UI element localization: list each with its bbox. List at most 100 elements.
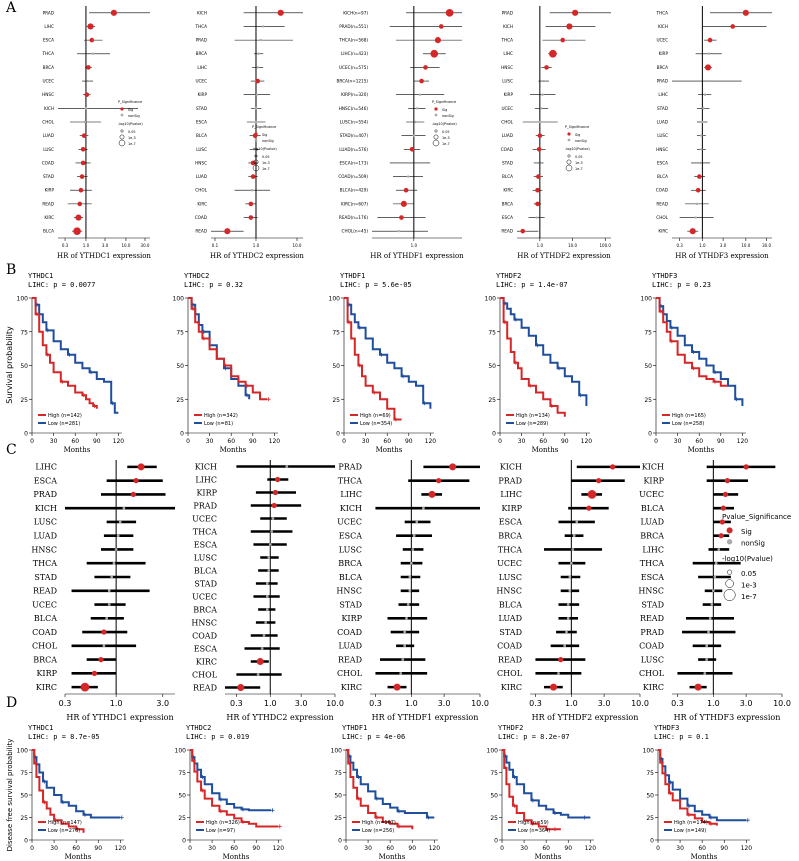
forest-hr-point bbox=[565, 630, 568, 634]
forest-hr-point bbox=[535, 187, 540, 193]
forest-row-label: STAD bbox=[43, 174, 54, 179]
forest-row-label: UCEC bbox=[639, 490, 664, 499]
forest-row-label: BRCA bbox=[502, 201, 513, 206]
km-high-censor-mark bbox=[92, 404, 97, 408]
forest-hr-point bbox=[571, 548, 575, 551]
km-high-censor-mark bbox=[374, 815, 379, 820]
km-high-censor-mark bbox=[686, 812, 691, 817]
forest-row-label: STAD bbox=[339, 600, 362, 609]
km-low-censor-mark bbox=[426, 815, 431, 820]
km-x-tick-label: 90 bbox=[94, 845, 102, 852]
forest-x-tick-label: 0.1 bbox=[212, 243, 219, 248]
km-high-curve bbox=[346, 749, 414, 830]
km-x-tick-label: 0 bbox=[186, 438, 190, 445]
forest-row-label: THCA bbox=[498, 545, 522, 554]
km-x-tick-label: 120 bbox=[269, 438, 281, 445]
forest-hr-point bbox=[83, 120, 87, 124]
km-legend-low-label: Low (n=256) bbox=[362, 828, 394, 834]
km-low-censor-mark bbox=[396, 809, 401, 814]
km-high-censor-mark bbox=[266, 397, 271, 402]
km-low-censor-mark bbox=[582, 815, 587, 820]
forest-hr-point bbox=[271, 502, 277, 509]
km-x-axis-label: Months bbox=[688, 446, 715, 454]
km-low-censor-mark bbox=[191, 755, 196, 760]
forest-hr-point bbox=[422, 506, 425, 510]
forest-row-label: THCA bbox=[501, 38, 514, 43]
legend-sig-dot bbox=[567, 132, 571, 136]
km-x-tick-label: 30 bbox=[50, 845, 58, 852]
forest-x-tick-label: 1.0 bbox=[537, 243, 544, 248]
forest-x-tick-label: 10.0 bbox=[568, 243, 577, 248]
km-legend-low-label: Low (n=149) bbox=[674, 828, 706, 834]
forest-x-axis-label: HR of YTHDF2 expression bbox=[532, 713, 639, 722]
km-high-censor-mark bbox=[81, 393, 86, 398]
forest-row-label: STAD bbox=[502, 160, 513, 165]
legend-size-label: 1e-7 bbox=[741, 593, 757, 601]
forest-row-label: ESCA bbox=[34, 476, 57, 485]
forest-row-label: THCA bbox=[195, 24, 208, 29]
forest-row-label: LUAD(n=576) bbox=[339, 147, 368, 152]
km-high-curve bbox=[502, 749, 561, 831]
forest-x-tick-label: 3.0 bbox=[438, 699, 451, 708]
km-high-curve bbox=[32, 749, 85, 833]
km-gene-title: YTHDC1 bbox=[28, 272, 53, 280]
forest-hr-point bbox=[557, 671, 560, 675]
forest-hr-point bbox=[566, 603, 570, 606]
km-x-tick-label: 0 bbox=[30, 438, 34, 445]
forest-row-label: BRCA bbox=[657, 65, 668, 70]
km-p-value: LIHC: p = 8.2e-07 bbox=[498, 733, 570, 741]
forest-row-label: READ bbox=[193, 683, 217, 692]
forest-x-tick-label: 3.0 bbox=[295, 699, 308, 708]
forest-row-label: COAD bbox=[501, 147, 513, 152]
forest-row-label: KICH bbox=[642, 463, 664, 472]
forest-row-label: UCEC bbox=[497, 559, 522, 568]
forest-x-tick-label: 3.0 bbox=[598, 699, 611, 708]
forest-x-tick-label: 3.0 bbox=[720, 243, 727, 248]
forest-row-label: THCA bbox=[42, 51, 55, 56]
km-high-censor-mark bbox=[240, 820, 245, 824]
km-high-censor-mark bbox=[347, 761, 352, 766]
forest-hr-point bbox=[406, 175, 410, 178]
km-legend-high-label: High (n=165) bbox=[672, 413, 706, 419]
forest-hr-point bbox=[438, 24, 444, 29]
forest-row-label: HNSC bbox=[195, 160, 207, 165]
km-x-tick-label: 30 bbox=[364, 845, 372, 852]
forest-hr-point bbox=[256, 658, 264, 665]
forest-hr-point bbox=[409, 561, 413, 565]
km-high-censor-mark bbox=[669, 339, 674, 344]
forest-hr-point bbox=[550, 683, 558, 691]
legend-nonsig-label: nonSig bbox=[741, 540, 765, 548]
km-x-tick-label: 0 bbox=[30, 845, 34, 852]
forest-hr-point bbox=[708, 616, 712, 620]
km-high-censor-mark bbox=[245, 383, 250, 388]
km-gene-title: YTHDC1 bbox=[28, 724, 53, 732]
km-gene-title: YTHDF2 bbox=[498, 724, 523, 732]
km-low-curve bbox=[346, 749, 435, 819]
forest-row-label: CHOL bbox=[195, 188, 207, 193]
legend-size-label: 1e-3 bbox=[442, 136, 450, 140]
forest-row-label: COAD bbox=[42, 160, 54, 165]
forest-hr-point bbox=[254, 120, 258, 124]
km-high-censor-mark bbox=[53, 818, 58, 823]
forest-hr-point bbox=[541, 93, 544, 96]
forest-hr-point bbox=[549, 49, 557, 58]
km-low-censor-mark bbox=[659, 757, 664, 761]
km-low-censor-mark bbox=[347, 754, 352, 759]
legend-sig-dot bbox=[434, 107, 438, 111]
km-low-censor-mark bbox=[659, 304, 664, 309]
forest-row-label: CHOL bbox=[497, 669, 523, 678]
km-x-axis-label: Months bbox=[220, 446, 247, 454]
km-y-tick-label: 100 bbox=[485, 296, 497, 303]
forest-x-tick-label: 0.3 bbox=[676, 243, 683, 248]
km-high-censor-mark bbox=[659, 760, 664, 765]
forest-hr-point bbox=[400, 200, 407, 207]
km-high-censor-mark bbox=[668, 791, 673, 796]
km-legend-high-label: High (n=59) bbox=[518, 820, 549, 826]
km-x-tick-label: 90 bbox=[561, 438, 569, 445]
km-y-tick-label: 100 bbox=[487, 748, 499, 755]
km-y-tick-label: 75 bbox=[490, 770, 498, 777]
km-x-tick-label: 30 bbox=[676, 845, 684, 852]
forest-hr-point bbox=[133, 478, 139, 484]
forest-hr-point bbox=[224, 228, 231, 235]
